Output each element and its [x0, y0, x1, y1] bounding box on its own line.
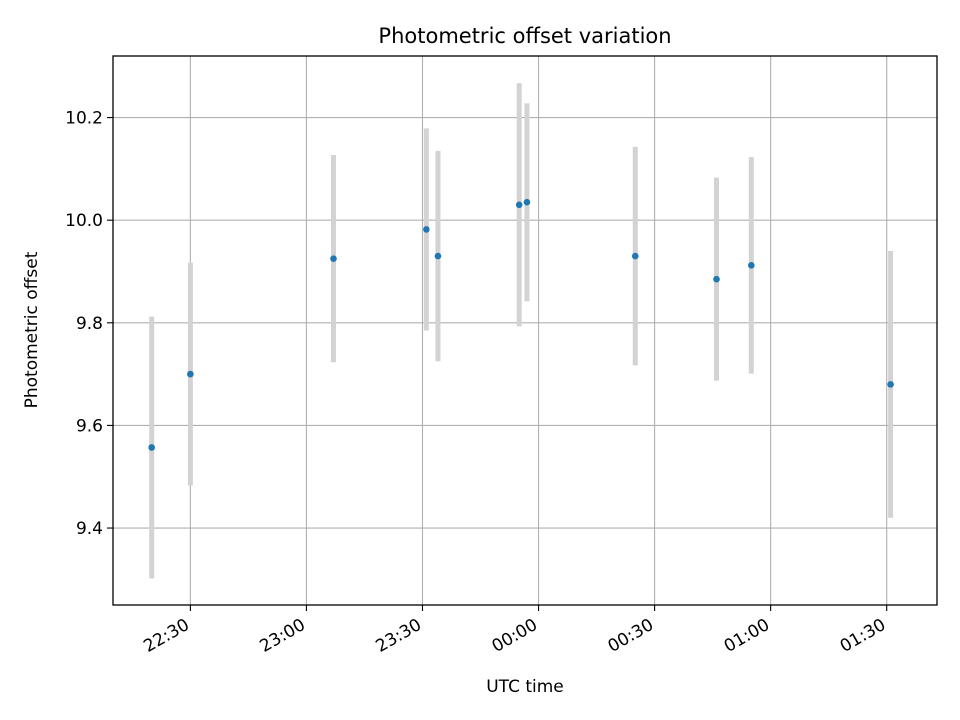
data-point — [187, 370, 194, 378]
x-axis-label: UTC time — [486, 677, 564, 697]
y-tick-label: 9.6 — [76, 416, 103, 436]
data-point — [748, 262, 755, 269]
y-axis-label: Photometric offset — [22, 251, 42, 408]
data-points — [148, 198, 894, 451]
data-point — [887, 381, 894, 388]
chart-title: Photometric offset variation — [378, 24, 671, 48]
data-point — [631, 252, 639, 260]
data-point — [330, 255, 337, 262]
y-tick-label: 10.2 — [65, 109, 103, 129]
data-point — [713, 275, 720, 283]
data-point — [148, 444, 155, 451]
data-point — [423, 226, 430, 233]
plot-frame — [112, 55, 938, 606]
y-tick-label: 9.4 — [76, 519, 103, 539]
y-tick-label: 10.0 — [65, 211, 103, 231]
grid — [113, 56, 937, 605]
y-tick-label: 9.8 — [76, 314, 103, 334]
data-point — [515, 201, 523, 209]
data-point — [523, 198, 531, 206]
data-point — [434, 252, 442, 260]
